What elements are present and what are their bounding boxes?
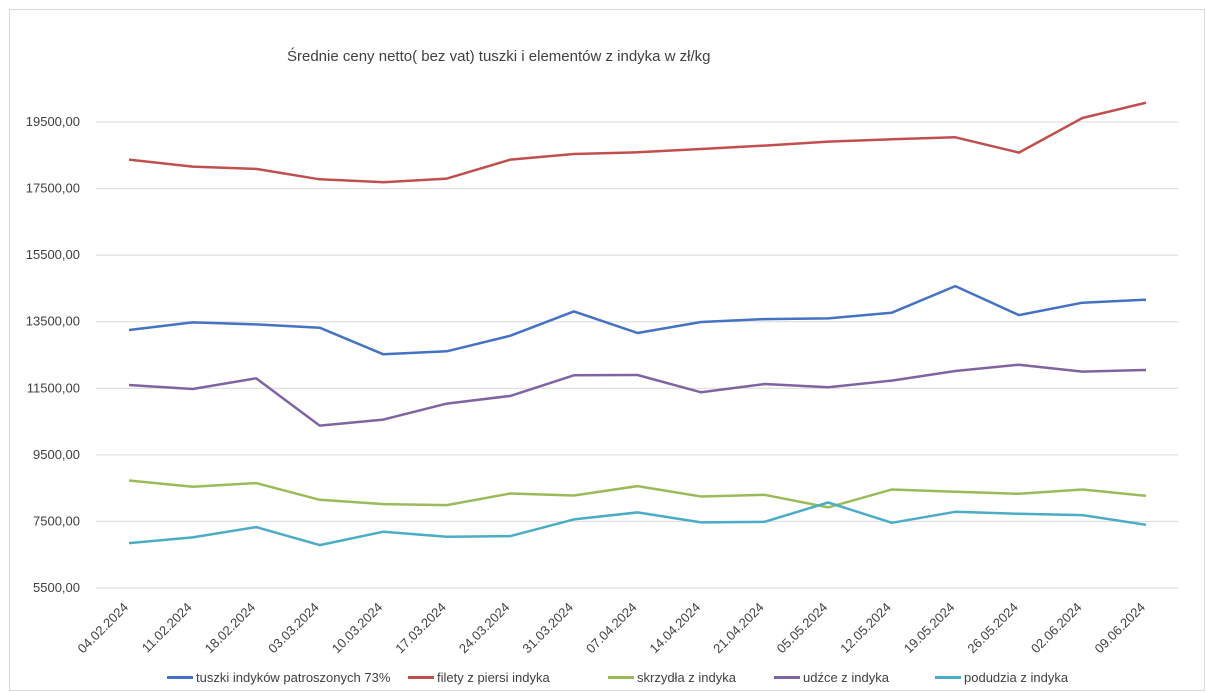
legend-item: filety z piersi indyka [408, 670, 550, 685]
x-tick-label: 14.04.2024 [647, 600, 704, 657]
x-tick-label: 18.02.2024 [202, 600, 259, 657]
chart-legend: tuszki indyków patroszonych 73% filety z … [0, 670, 1206, 690]
x-tick-label: 04.02.2024 [74, 600, 131, 657]
series-line [128, 363, 1147, 427]
legend-item: udźce z indyka [774, 670, 889, 685]
legend-swatch [935, 676, 961, 679]
legend-label: tuszki indyków patroszonych 73% [196, 670, 391, 685]
legend-swatch [774, 676, 800, 679]
series-line [128, 479, 1147, 509]
x-tick-label: 09.06.2024 [1091, 600, 1148, 657]
y-tick-label: 17500,00 [26, 181, 80, 196]
x-tick-label: 11.02.2024 [139, 600, 195, 656]
y-tick-label: 15500,00 [26, 247, 80, 262]
legend-swatch [608, 676, 634, 679]
series-line [128, 501, 1147, 547]
y-tick-label: 9500,00 [33, 447, 80, 462]
series-line [128, 284, 1147, 356]
x-tick-label: 26.05.2024 [964, 600, 1021, 657]
legend-swatch [408, 676, 434, 679]
x-tick-label: 31.03.2024 [519, 600, 576, 657]
x-tick-label: 21.04.2024 [710, 600, 767, 657]
legend-label: skrzydła z indyka [637, 670, 736, 685]
legend-item: podudzia z indyka [935, 670, 1068, 685]
y-tick-label: 7500,00 [33, 513, 80, 528]
legend-label: udźce z indyka [803, 670, 889, 685]
y-tick-label: 19500,00 [26, 114, 80, 129]
x-tick-label: 12.05.2024 [837, 600, 894, 657]
legend-swatch [167, 676, 193, 679]
x-tick-label: 05.05.2024 [774, 600, 831, 657]
legend-label: filety z piersi indyka [437, 670, 550, 685]
x-tick-label: 17.03.2024 [392, 600, 449, 657]
x-tick-label: 19.05.2024 [901, 600, 958, 657]
y-tick-label: 5500,00 [33, 580, 80, 595]
x-tick-label: 10.03.2024 [329, 600, 386, 657]
legend-item: tuszki indyków patroszonych 73% [167, 670, 390, 685]
legend-item: skrzydła z indyka [608, 670, 736, 685]
x-tick-label: 07.04.2024 [583, 600, 640, 657]
chart-frame [9, 9, 1205, 691]
x-tick-label: 24.03.2024 [456, 600, 513, 657]
y-tick-label: 13500,00 [26, 314, 80, 329]
legend-label: podudzia z indyka [964, 670, 1069, 685]
x-tick-label: 02.06.2024 [1028, 600, 1085, 657]
chart-title: Średnie ceny netto( bez vat) tuszki i el… [287, 48, 711, 65]
y-tick-label: 11500,00 [27, 380, 80, 395]
series-line [128, 101, 1147, 184]
x-tick-label: 03.03.2024 [265, 600, 322, 657]
